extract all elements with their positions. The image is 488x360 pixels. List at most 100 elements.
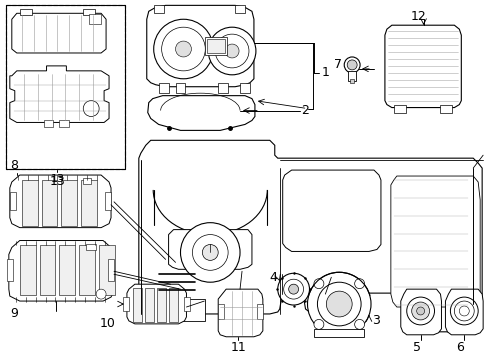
Circle shape — [83, 100, 99, 117]
Text: 9: 9 — [10, 307, 18, 320]
Bar — [133, 288, 142, 322]
Text: 12: 12 — [410, 10, 426, 23]
Bar — [41, 180, 57, 226]
Circle shape — [344, 57, 359, 73]
Bar — [218, 83, 228, 93]
Bar — [168, 288, 177, 322]
Bar — [256, 304, 263, 319]
Polygon shape — [400, 289, 441, 335]
Polygon shape — [12, 13, 106, 53]
Text: 2: 2 — [301, 104, 309, 117]
Bar — [10, 192, 16, 210]
Circle shape — [453, 301, 473, 321]
Circle shape — [406, 297, 434, 325]
Polygon shape — [127, 284, 186, 324]
Bar — [6, 5, 124, 169]
Circle shape — [346, 60, 356, 70]
Bar — [99, 246, 115, 295]
Bar — [144, 288, 153, 322]
Circle shape — [153, 19, 213, 79]
Polygon shape — [168, 230, 251, 269]
Text: 13: 13 — [50, 174, 64, 184]
Bar — [60, 246, 75, 295]
Bar — [122, 297, 129, 311]
Bar — [105, 192, 111, 210]
Circle shape — [96, 289, 106, 299]
Bar — [81, 180, 97, 226]
Circle shape — [458, 306, 468, 316]
Polygon shape — [10, 66, 109, 122]
Circle shape — [317, 282, 360, 326]
Circle shape — [416, 307, 424, 315]
Bar — [79, 246, 95, 295]
Bar — [207, 39, 224, 53]
Circle shape — [313, 319, 323, 329]
Circle shape — [283, 279, 303, 299]
Circle shape — [288, 284, 298, 294]
Bar — [83, 178, 91, 184]
Circle shape — [277, 273, 309, 305]
Bar — [240, 83, 249, 93]
Bar — [440, 105, 451, 113]
Bar — [349, 79, 353, 83]
Circle shape — [411, 302, 428, 320]
Circle shape — [449, 297, 477, 325]
Polygon shape — [9, 240, 114, 301]
Bar — [165, 299, 205, 321]
Bar — [205, 37, 226, 55]
Polygon shape — [10, 175, 111, 228]
Polygon shape — [445, 289, 482, 335]
Polygon shape — [218, 289, 263, 337]
Polygon shape — [147, 96, 254, 130]
Circle shape — [180, 223, 240, 282]
Bar — [158, 83, 168, 93]
Circle shape — [313, 279, 323, 289]
Bar — [89, 14, 101, 24]
Bar — [393, 105, 405, 113]
Circle shape — [224, 44, 239, 58]
Text: 8: 8 — [10, 159, 18, 172]
Bar — [20, 9, 32, 15]
Bar — [153, 5, 163, 13]
Bar — [43, 121, 53, 127]
Bar — [184, 297, 190, 311]
Circle shape — [354, 319, 364, 329]
Text: 4: 4 — [269, 271, 277, 284]
Bar — [347, 71, 355, 81]
Circle shape — [175, 41, 191, 57]
Circle shape — [307, 272, 370, 336]
Bar — [314, 329, 364, 337]
Text: 5: 5 — [412, 341, 420, 354]
Text: 3: 3 — [371, 314, 379, 327]
Bar — [86, 243, 96, 251]
Text: 7: 7 — [334, 58, 342, 71]
Polygon shape — [146, 5, 253, 87]
Polygon shape — [390, 176, 479, 307]
Text: 11: 11 — [230, 341, 245, 354]
Text: 1: 1 — [321, 66, 328, 79]
Polygon shape — [384, 25, 460, 108]
Text: 6: 6 — [455, 341, 463, 354]
Circle shape — [215, 34, 248, 68]
Circle shape — [354, 279, 364, 289]
Bar — [60, 121, 69, 127]
Bar — [218, 304, 224, 319]
Text: 10: 10 — [100, 318, 116, 330]
Circle shape — [162, 27, 205, 71]
Bar — [20, 246, 36, 295]
Bar — [156, 288, 165, 322]
Bar — [83, 9, 95, 15]
Circle shape — [192, 235, 228, 270]
Bar — [61, 180, 77, 226]
Bar — [21, 180, 38, 226]
Bar — [7, 260, 13, 281]
Bar — [108, 260, 114, 281]
Bar — [6, 5, 124, 169]
Circle shape — [208, 27, 255, 75]
Bar — [40, 246, 55, 295]
Bar — [175, 83, 185, 93]
Bar — [235, 5, 244, 13]
Text: 13: 13 — [49, 175, 65, 188]
Polygon shape — [282, 170, 380, 251]
Circle shape — [325, 291, 351, 317]
